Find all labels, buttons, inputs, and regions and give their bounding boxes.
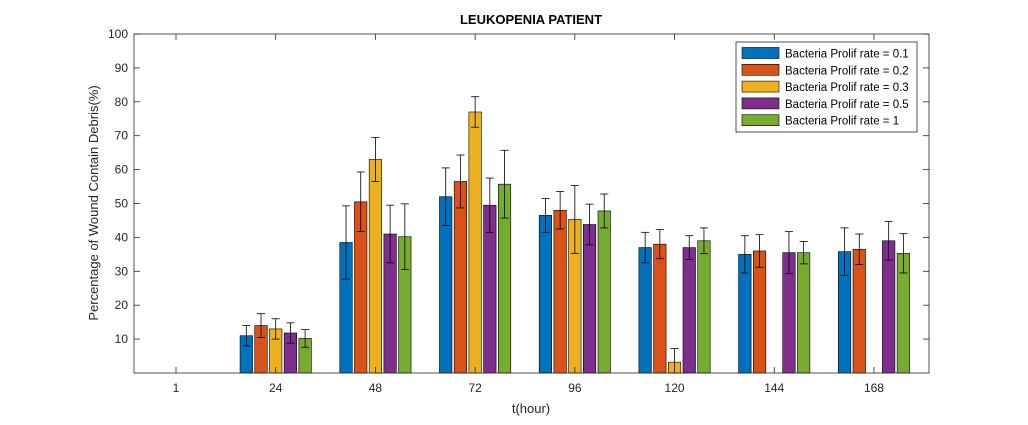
y-tick-label: 70 — [115, 129, 129, 143]
error-bar — [685, 235, 694, 260]
y-tick-label: 80 — [115, 95, 129, 109]
error-bar — [755, 234, 764, 268]
legend: Bacteria Prolif rate = 0.1 Bacteria Proli… — [735, 41, 918, 133]
error-bar — [641, 231, 650, 264]
bar — [882, 240, 896, 374]
x-tick-label: 168 — [864, 381, 884, 395]
error-bar — [541, 198, 550, 233]
error-bar — [899, 233, 908, 274]
y-axis-label: Percentage of Wound Contain Debris(%) — [86, 85, 101, 320]
y-tick-label: 100 — [108, 27, 128, 41]
bar — [797, 252, 811, 374]
legend-swatch — [741, 47, 780, 59]
error-bar — [585, 203, 594, 246]
x-tick-label: 144 — [764, 381, 784, 395]
bar — [697, 240, 711, 374]
error-bar — [556, 191, 565, 230]
legend-label: Bacteria Prolif rate = 0.5 — [785, 99, 909, 111]
error-bar — [840, 227, 849, 276]
error-bar — [740, 235, 749, 274]
legend-label: Bacteria Prolif rate = 1 — [785, 116, 899, 128]
error-bar — [356, 171, 365, 233]
error-bar — [600, 193, 609, 229]
x-tick-label: 48 — [369, 381, 383, 395]
bar — [852, 248, 866, 374]
bar — [638, 247, 652, 374]
bar — [753, 250, 767, 374]
y-tick-label: 40 — [115, 230, 129, 244]
error-bar — [570, 185, 579, 254]
x-axis-label: t(hour) — [512, 401, 550, 416]
x-tick-label: 24 — [269, 381, 283, 395]
error-bar — [301, 329, 310, 348]
bar — [538, 215, 552, 374]
error-bar — [271, 318, 280, 340]
y-tick-label: 10 — [115, 332, 129, 346]
y-tick-label: 50 — [115, 197, 129, 211]
error-bar — [485, 177, 494, 233]
error-bar — [386, 204, 395, 264]
error-bar — [342, 205, 351, 280]
y-tick-label: 60 — [115, 163, 129, 177]
error-bar — [371, 136, 380, 182]
error-bar — [655, 229, 664, 260]
error-bar — [400, 203, 409, 271]
bar — [553, 209, 567, 374]
error-bar — [855, 233, 864, 265]
legend-label: Bacteria Prolif rate = 0.1 — [785, 49, 909, 61]
x-tick-label: 96 — [568, 381, 582, 395]
error-bar — [242, 325, 251, 347]
x-tick-label: 1 — [173, 381, 180, 395]
error-bar — [441, 167, 450, 226]
legend-swatch — [741, 114, 780, 126]
x-tick-label: 72 — [468, 381, 482, 395]
legend-label: Bacteria Prolif rate = 0.3 — [785, 82, 909, 94]
y-tick-label: 20 — [115, 298, 129, 312]
y-tick-label: 90 — [115, 61, 129, 75]
legend-label: Bacteria Prolif rate = 0.2 — [785, 65, 909, 77]
error-bar — [500, 149, 509, 219]
y-tick-label: 30 — [115, 264, 129, 278]
bar — [582, 224, 597, 374]
bar — [682, 247, 696, 374]
x-tick-label: 120 — [665, 381, 685, 395]
bar — [453, 181, 467, 374]
chart-title: LEUKOPENIA PATIENT — [460, 12, 602, 27]
bar — [597, 210, 611, 374]
legend-swatch — [741, 80, 780, 93]
error-bar — [257, 313, 266, 338]
bars-layer — [239, 111, 910, 374]
error-bar — [884, 221, 893, 261]
axes-layer: 10 20 30 40 50 60 70 80 90 100 1 24 48 72 96 120 144 168 — [108, 27, 930, 395]
error-bar — [699, 227, 708, 255]
error-bar — [799, 241, 808, 265]
legend-swatch — [741, 64, 780, 76]
bar — [653, 243, 667, 374]
bar — [368, 159, 382, 374]
error-bar — [456, 154, 465, 209]
bar — [468, 111, 482, 374]
legend-swatch — [741, 97, 780, 110]
error-bar — [784, 231, 793, 275]
errorbars-layer — [242, 96, 908, 374]
error-bar — [286, 322, 295, 344]
error-bar — [471, 96, 480, 128]
